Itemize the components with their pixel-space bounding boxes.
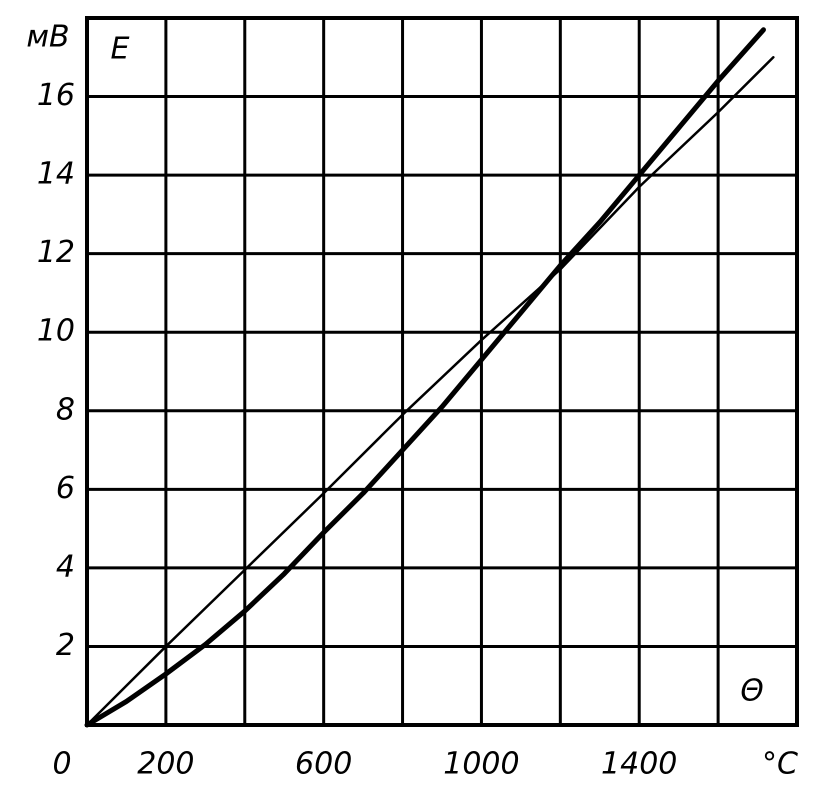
- x-axis-label: Θ: [740, 674, 764, 709]
- x-tick-label: 200: [137, 747, 194, 782]
- data-line: [84, 27, 766, 728]
- x-tick-label: 1400: [601, 747, 677, 782]
- plot-frame: [85, 16, 799, 727]
- x-tick-label: 1000: [443, 747, 519, 782]
- y-tick-label: 2: [56, 628, 75, 663]
- y-tick-label: 6: [56, 471, 75, 506]
- x-tick-label: 0: [52, 747, 71, 782]
- x-unit-label: °C: [762, 747, 798, 782]
- y-tick-label: 16: [37, 78, 75, 113]
- x-tick-label: 600: [295, 747, 352, 782]
- y-axis-label: E: [111, 32, 130, 67]
- y-tick-label: 10: [37, 314, 75, 349]
- y-tick-label: 4: [56, 549, 75, 584]
- y-unit-label: мВ: [26, 20, 69, 55]
- y-tick-label: 12: [37, 235, 75, 270]
- y-tick-label: 14: [37, 157, 75, 192]
- data-line: [85, 56, 775, 727]
- y-tick-label: 8: [56, 392, 75, 427]
